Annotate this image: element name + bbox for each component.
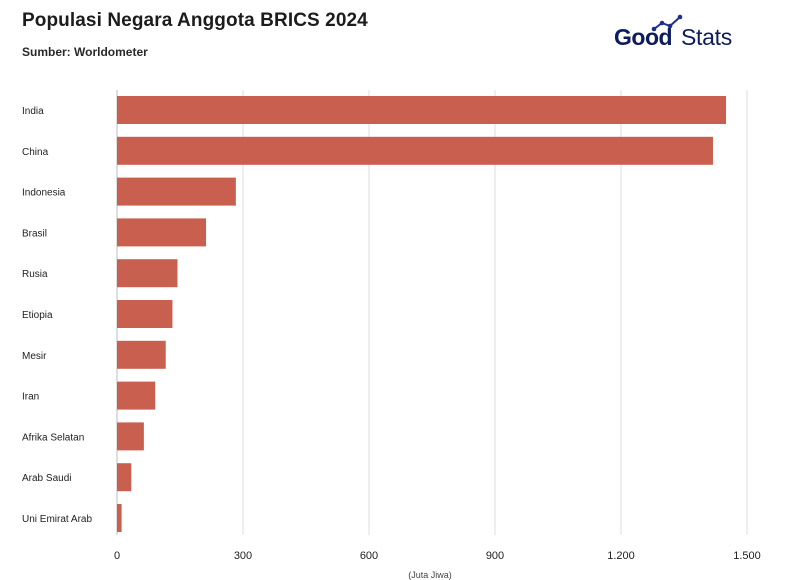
- chart-title: Populasi Negara Anggota BRICS 2024: [22, 10, 368, 31]
- bar: [117, 136, 713, 165]
- category-labels: India China Indonesia Brasil Rusia Etiopia Mes…: [22, 106, 92, 525]
- logo-text-stats: Stats: [681, 24, 732, 50]
- bar: [117, 340, 166, 369]
- bar: [117, 218, 207, 247]
- category-label: Arab Saudi: [22, 473, 71, 484]
- bar: [117, 463, 132, 492]
- bar: [117, 504, 122, 532]
- x-axis-ticks: 0 300 600 900 1.200 1.500: [114, 550, 761, 562]
- category-label: Etiopia: [22, 310, 53, 321]
- category-label: Brasil: [22, 228, 47, 239]
- chart-source: Sumber: Worldometer: [22, 45, 148, 59]
- bar: [117, 300, 173, 328]
- bar: [117, 96, 726, 124]
- category-label: Rusia: [22, 269, 48, 280]
- bar: [117, 177, 236, 206]
- bar: [117, 259, 178, 288]
- category-label: Uni Emirat Arab: [22, 514, 92, 525]
- bars: [117, 96, 726, 532]
- x-tick-label: 0: [114, 550, 120, 562]
- category-label: India: [22, 106, 44, 117]
- goodstats-logo: Good Stats: [612, 14, 744, 52]
- logo-text-good: Good: [614, 24, 673, 50]
- x-tick-label: 1.200: [607, 550, 635, 562]
- category-label: Indonesia: [22, 188, 66, 199]
- trend-line-icon: [651, 14, 683, 32]
- category-label: Afrika Selatan: [22, 432, 84, 443]
- category-label: China: [22, 147, 49, 158]
- x-tick-label: 1.500: [733, 550, 761, 562]
- bar: [117, 381, 156, 410]
- x-axis-title: (Juta Jiwa): [408, 570, 452, 580]
- bar: [117, 422, 144, 451]
- x-tick-label: 900: [486, 550, 504, 562]
- category-label: Mesir: [22, 351, 47, 362]
- category-label: Iran: [22, 392, 39, 403]
- x-tick-label: 600: [360, 550, 378, 562]
- x-tick-label: 300: [234, 550, 252, 562]
